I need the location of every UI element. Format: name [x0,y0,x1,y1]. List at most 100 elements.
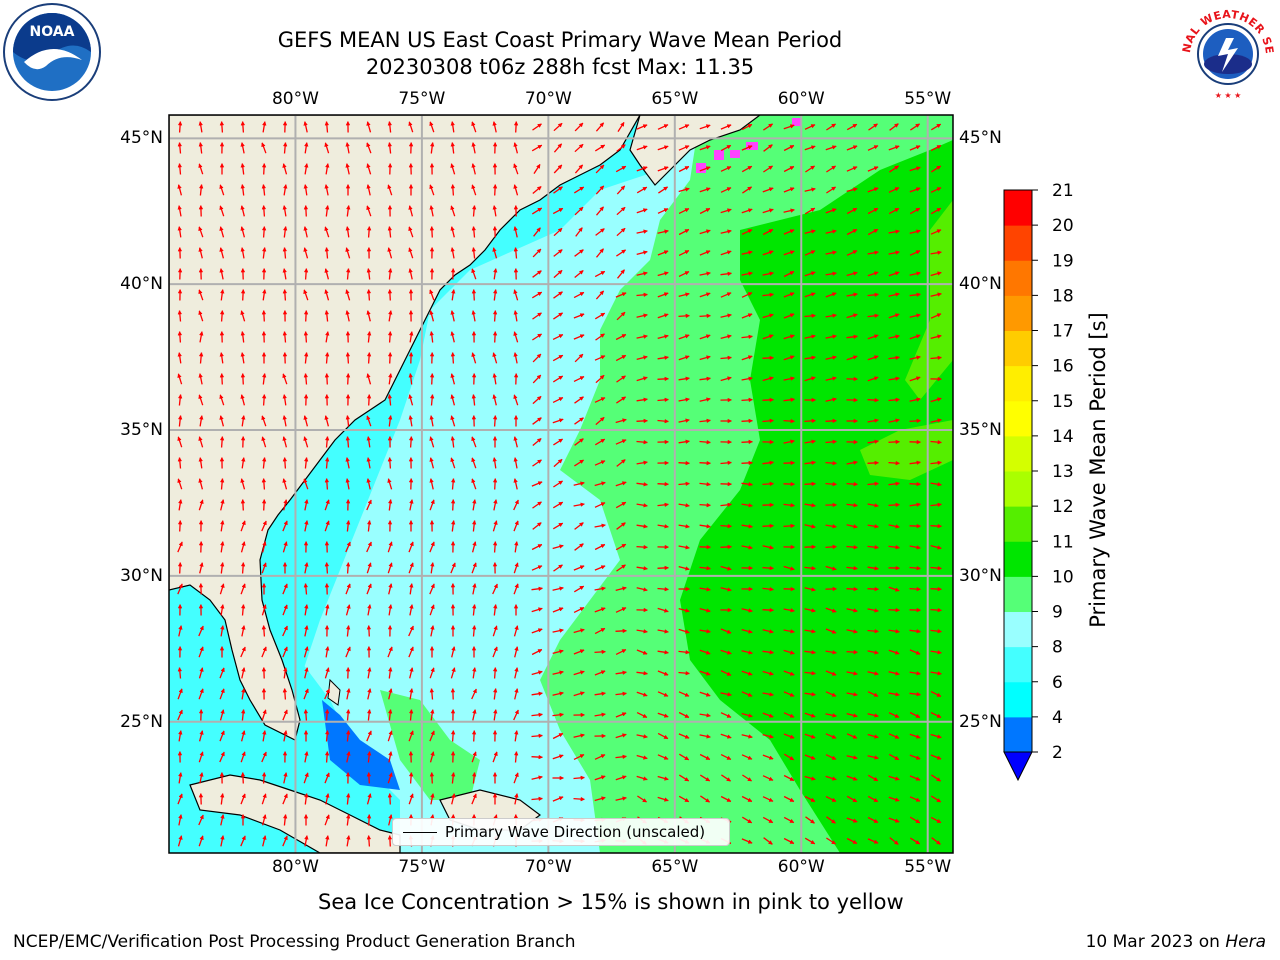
wave-arrow [261,582,267,595]
wave-arrow [867,481,880,487]
wave-arrow [219,141,225,154]
wave-arrow [678,795,690,803]
wave-arrow [429,225,435,238]
wave-arrow [678,711,690,719]
wave-arrow [825,313,837,318]
wave-arrow [366,499,372,511]
wave-arrow [699,145,711,151]
wave-arrow [930,586,943,592]
wave-arrow [615,292,627,298]
wave-arrow [261,183,267,196]
wave-arrow [783,481,796,487]
wave-arrow [471,457,477,469]
wave-arrow [846,608,858,613]
wave-arrow [219,561,225,574]
wave-arrow [637,795,648,803]
wave-arrow [573,733,585,738]
colorbar-tick-label: 6 [1052,673,1063,693]
wave-arrow [594,144,606,152]
wave-arrow [804,460,817,466]
wave-arrow [888,671,900,676]
wave-arrow [909,586,922,592]
wave-arrow [930,229,942,235]
wave-arrow [282,120,288,133]
wave-arrow [408,477,414,490]
wave-arrow [699,460,712,466]
wave-arrow [282,709,288,721]
wave-arrow [720,754,732,760]
wave-arrow [846,733,858,739]
wave-arrow [387,478,393,490]
wave-arrow [450,624,456,637]
wave-arrow [888,397,901,403]
wave-arrow [345,393,351,406]
wave-arrow [888,439,901,445]
wave-arrow [177,603,183,616]
wave-arrow [573,481,585,486]
wave-arrow [408,205,414,217]
wave-arrow [826,837,837,845]
wave-arrow [282,330,288,343]
wave-arrow [198,751,204,763]
wave-arrow [240,561,246,574]
wave-arrow [804,334,816,339]
wave-arrow [867,755,879,760]
wave-arrow [345,457,350,469]
wave-arrow [888,607,901,613]
wave-arrow [303,582,309,595]
wave-arrow [177,561,183,574]
wave-arrow [408,730,414,742]
wave-arrow [888,629,900,634]
wave-arrow [741,439,754,445]
wave-arrow [804,376,816,382]
wave-arrow [219,435,225,448]
wave-arrow [573,712,586,718]
wave-arrow [262,289,267,301]
wave-arrow [345,247,351,259]
wave-arrow [219,247,225,259]
wave-arrow [616,522,626,530]
wave-arrow [867,292,880,298]
wave-arrow [678,145,690,151]
wave-arrow [867,145,879,151]
wave-arrow [471,225,477,238]
wave-arrow [657,670,669,676]
wave-arrow [240,372,246,385]
wave-arrow [408,141,414,154]
wave-arrow [720,144,732,152]
wave-arrow [699,774,711,782]
wave-arrow [595,374,605,384]
wave-arrow [198,688,204,700]
wave-arrow [615,733,627,739]
wave-arrow [303,772,309,784]
wave-arrow [867,774,879,782]
wave-arrow [303,540,309,553]
wave-arrow [366,793,372,805]
wave-arrow [720,292,732,298]
wave-arrow [699,292,711,298]
wave-arrow [825,481,838,487]
wave-arrow [867,650,879,655]
wave-arrow [199,331,204,343]
wave-arrow [804,733,816,739]
wave-arrow [408,771,414,784]
wave-arrow [783,608,795,613]
wave-arrow [909,397,921,402]
wave-arrow [198,204,204,217]
wave-arrow [888,796,900,802]
wave-direction-arrows [177,120,943,847]
wave-arrow [552,796,564,802]
wave-arrow [471,184,477,196]
wave-arrow [804,250,816,256]
lon-tick-label-top: 60°W [777,89,825,109]
wave-arrow [513,163,519,175]
wave-arrow [177,162,183,175]
wave-arrow [867,608,879,613]
wave-arrow [303,729,309,742]
wave-arrow [471,751,477,763]
wave-arrow [657,775,669,781]
wave-arrow [429,184,435,196]
wave-arrow [636,271,648,276]
wave-arrow [552,607,564,613]
wave-arrow [762,502,775,508]
